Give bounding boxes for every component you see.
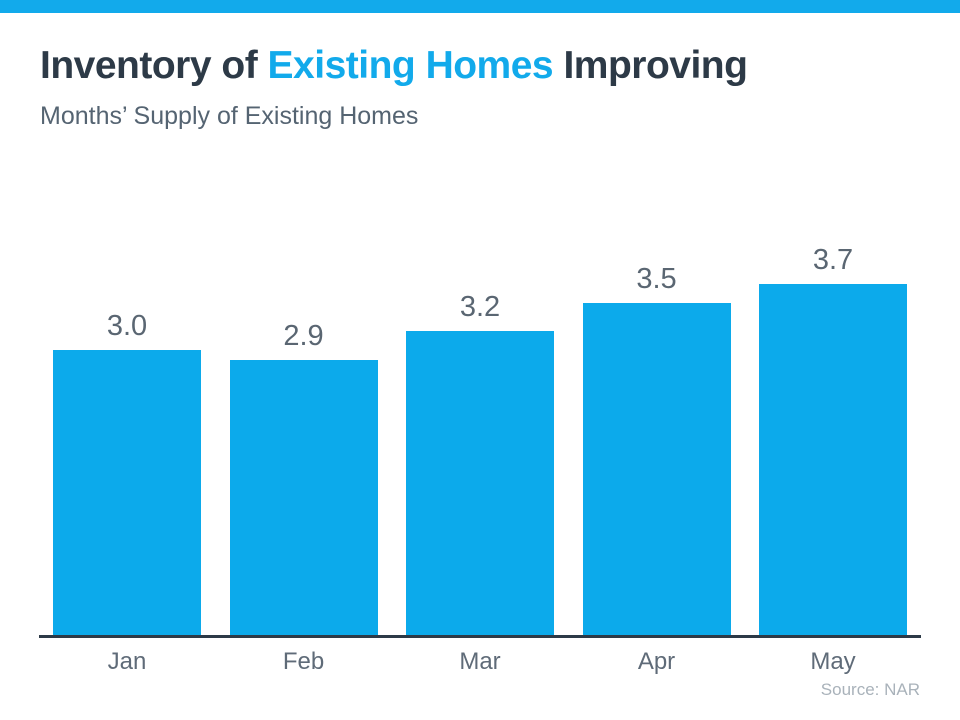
x-axis-tick-label: Feb	[282, 648, 325, 675]
bar-value-label: 3.5	[636, 263, 677, 295]
chart-subtitle: Months’ Supply of Existing Homes	[40, 102, 419, 130]
title-part2: Improving	[553, 44, 748, 87]
bar-value-label: 3.2	[459, 291, 501, 323]
bar	[229, 360, 378, 635]
accent-strip	[0, 0, 960, 13]
bar-value-label: 3.0	[106, 310, 148, 342]
bar-group: 2.9	[229, 322, 378, 635]
bar-group: 3.2	[406, 293, 554, 635]
source-note: Source: NAR	[820, 680, 920, 699]
page-title: Inventory of Existing Homes Improving	[40, 44, 748, 88]
bar-group: 3.7	[759, 246, 907, 635]
title-part1: Inventory of	[40, 44, 268, 87]
bar	[53, 350, 201, 635]
bar	[406, 331, 554, 635]
x-axis-tick-label: Mar	[459, 648, 501, 675]
bar-chart: 3.0 2.9 3.2 3.5 3.7	[53, 246, 907, 635]
x-axis-tick-label: Apr	[637, 648, 676, 675]
bar	[759, 284, 907, 635]
bar-value-label: 3.7	[812, 244, 854, 276]
bar-group: 3.5	[582, 265, 731, 635]
x-axis-labels: Jan Feb Mar Apr May	[53, 648, 907, 676]
bar	[582, 303, 731, 635]
bar-value-label: 2.9	[283, 320, 324, 352]
x-axis-line	[39, 635, 921, 638]
x-axis-tick-label: Jan	[107, 648, 147, 675]
bar-group: 3.0	[53, 312, 201, 635]
x-axis-tick-label: May	[810, 648, 856, 675]
title-highlight: Existing Homes	[267, 44, 554, 87]
